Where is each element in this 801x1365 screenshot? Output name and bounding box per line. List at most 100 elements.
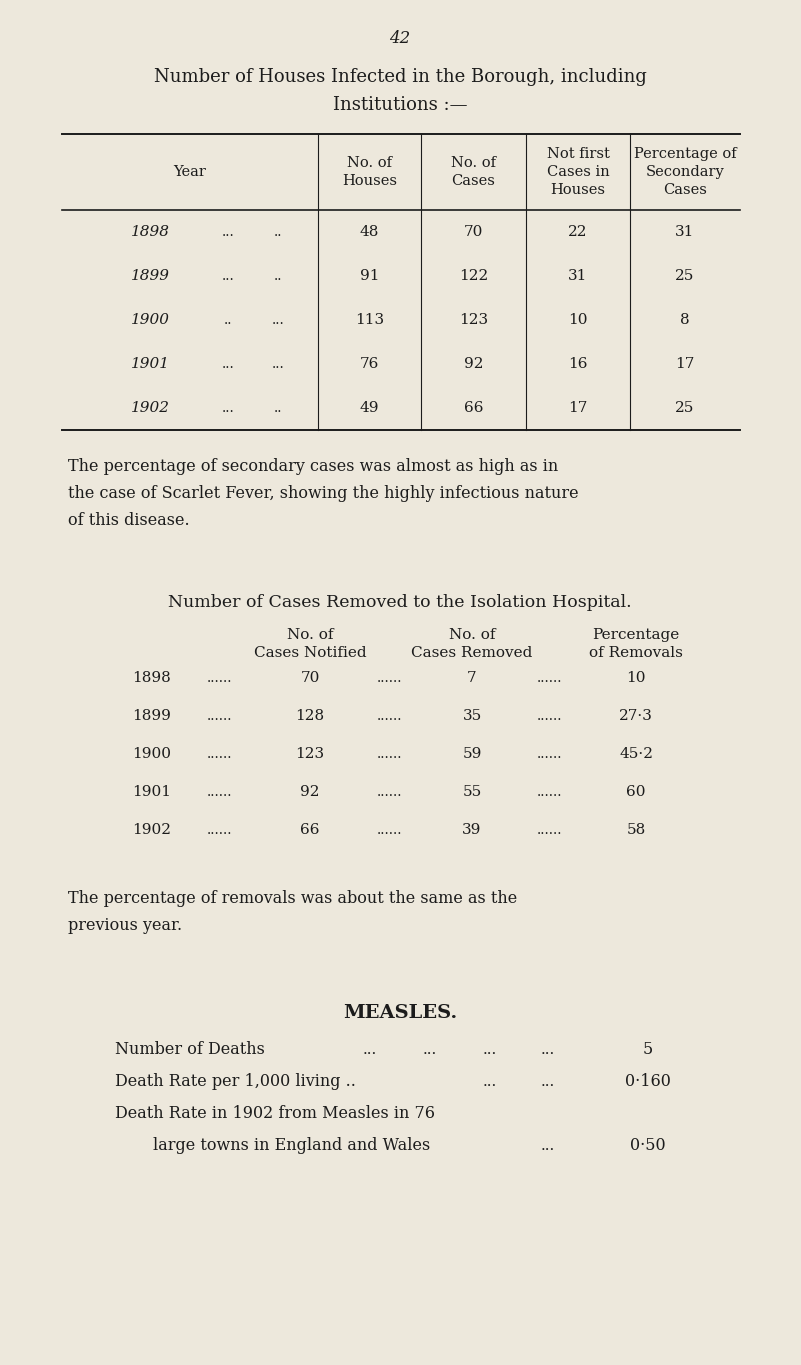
Text: ..: .. [274, 269, 282, 283]
Text: ...: ... [483, 1076, 497, 1089]
Text: No. of
Cases: No. of Cases [451, 156, 496, 188]
Text: ......: ...... [537, 672, 563, 685]
Text: ......: ...... [537, 785, 563, 799]
Text: 1902: 1902 [132, 823, 171, 837]
Text: 91: 91 [360, 269, 379, 283]
Text: 42: 42 [389, 30, 411, 46]
Text: 17: 17 [569, 401, 588, 415]
Text: The percentage of secondary cases was almost as high as in: The percentage of secondary cases was al… [68, 459, 558, 475]
Text: 25: 25 [675, 269, 694, 283]
Text: ......: ...... [537, 823, 563, 837]
Text: of this disease.: of this disease. [68, 512, 190, 530]
Text: 113: 113 [355, 313, 384, 328]
Text: 70: 70 [300, 672, 320, 685]
Text: 1900: 1900 [132, 747, 171, 762]
Text: 1901: 1901 [132, 785, 171, 799]
Text: 7: 7 [467, 672, 477, 685]
Text: No. of: No. of [287, 628, 333, 642]
Text: 27·3: 27·3 [619, 708, 653, 723]
Text: ...: ... [222, 401, 235, 415]
Text: large towns in England and Wales: large towns in England and Wales [153, 1137, 430, 1155]
Text: ......: ...... [377, 823, 403, 837]
Text: the case of Scarlet Fever, showing the highly infectious nature: the case of Scarlet Fever, showing the h… [68, 485, 578, 502]
Text: 128: 128 [296, 708, 324, 723]
Text: ...: ... [272, 313, 284, 328]
Text: Cases Notified: Cases Notified [254, 646, 366, 661]
Text: ...: ... [541, 1043, 555, 1057]
Text: 0·50: 0·50 [630, 1137, 666, 1155]
Text: ......: ...... [377, 747, 403, 762]
Text: ...: ... [222, 358, 235, 371]
Text: No. of
Houses: No. of Houses [342, 156, 397, 188]
Text: ...: ... [363, 1043, 377, 1057]
Text: No. of: No. of [449, 628, 495, 642]
Text: 122: 122 [459, 269, 488, 283]
Text: ......: ...... [207, 708, 233, 723]
Text: The percentage of removals was about the same as the: The percentage of removals was about the… [68, 890, 517, 906]
Text: 48: 48 [360, 225, 379, 239]
Text: 58: 58 [626, 823, 646, 837]
Text: 17: 17 [675, 358, 694, 371]
Text: 1901: 1901 [131, 358, 170, 371]
Text: ...: ... [423, 1043, 437, 1057]
Text: ...: ... [272, 358, 284, 371]
Text: 0·160: 0·160 [625, 1073, 671, 1091]
Text: ..: .. [274, 225, 282, 239]
Text: ......: ...... [537, 747, 563, 762]
Text: Number of Deaths: Number of Deaths [115, 1041, 265, 1058]
Text: 123: 123 [459, 313, 488, 328]
Text: 1899: 1899 [132, 708, 171, 723]
Text: 8: 8 [680, 313, 690, 328]
Text: Death Rate in 1902 from Measles in 76: Death Rate in 1902 from Measles in 76 [115, 1106, 435, 1122]
Text: Number of Cases Removed to the Isolation Hospital.: Number of Cases Removed to the Isolation… [168, 594, 632, 612]
Text: 70: 70 [464, 225, 483, 239]
Text: 1899: 1899 [131, 269, 170, 283]
Text: Number of Houses Infected in the Borough, including: Number of Houses Infected in the Borough… [154, 68, 646, 86]
Text: 66: 66 [300, 823, 320, 837]
Text: 1902: 1902 [131, 401, 170, 415]
Text: 59: 59 [462, 747, 481, 762]
Text: ......: ...... [207, 785, 233, 799]
Text: ..: .. [274, 401, 282, 415]
Text: 5: 5 [643, 1041, 653, 1058]
Text: 49: 49 [360, 401, 379, 415]
Text: 123: 123 [296, 747, 324, 762]
Text: ......: ...... [377, 672, 403, 685]
Text: 10: 10 [626, 672, 646, 685]
Text: 92: 92 [464, 358, 483, 371]
Text: ......: ...... [377, 708, 403, 723]
Text: 45·2: 45·2 [619, 747, 653, 762]
Text: 92: 92 [300, 785, 320, 799]
Text: ...: ... [483, 1043, 497, 1057]
Text: ......: ...... [377, 785, 403, 799]
Text: 31: 31 [569, 269, 588, 283]
Text: 31: 31 [675, 225, 694, 239]
Text: 22: 22 [568, 225, 588, 239]
Text: Percentage of
Secondary
Cases: Percentage of Secondary Cases [634, 146, 736, 198]
Text: 16: 16 [568, 358, 588, 371]
Text: 39: 39 [462, 823, 481, 837]
Text: 1900: 1900 [131, 313, 170, 328]
Text: ...: ... [541, 1076, 555, 1089]
Text: 66: 66 [464, 401, 483, 415]
Text: ...: ... [541, 1138, 555, 1153]
Text: ......: ...... [537, 708, 563, 723]
Text: ......: ...... [207, 672, 233, 685]
Text: 10: 10 [568, 313, 588, 328]
Text: MEASLES.: MEASLES. [343, 1005, 457, 1022]
Text: Year: Year [174, 165, 207, 179]
Text: previous year.: previous year. [68, 917, 182, 934]
Text: 25: 25 [675, 401, 694, 415]
Text: 60: 60 [626, 785, 646, 799]
Text: ..: .. [223, 313, 232, 328]
Text: Cases Removed: Cases Removed [411, 646, 533, 661]
Text: Percentage: Percentage [593, 628, 679, 642]
Text: ...: ... [222, 225, 235, 239]
Text: of Removals: of Removals [589, 646, 683, 661]
Text: 55: 55 [462, 785, 481, 799]
Text: 35: 35 [462, 708, 481, 723]
Text: Institutions :—: Institutions :— [332, 96, 467, 115]
Text: ......: ...... [207, 823, 233, 837]
Text: Death Rate per 1,000 living ..: Death Rate per 1,000 living .. [115, 1073, 356, 1091]
Text: 1898: 1898 [133, 672, 171, 685]
